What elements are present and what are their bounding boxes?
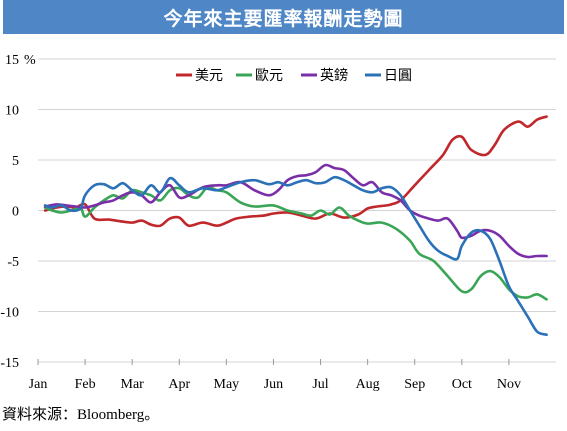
y-tick-label: 0 [12, 205, 19, 220]
series-line-eur [43, 185, 548, 301]
chart-title: 今年來主要匯率報酬走勢圖 [163, 7, 404, 30]
y-tick-label: 5 [12, 154, 19, 169]
x-tick-label: Feb [75, 377, 96, 392]
y-unit-label: % [24, 53, 36, 68]
x-tick-label: Oct [452, 377, 472, 392]
series-line-gbp [43, 163, 548, 259]
x-tick-label: Jan [29, 377, 48, 392]
x-tick-label: Nov [497, 377, 521, 392]
x-tick-label: Jul [312, 377, 328, 392]
x-tick-label: Aug [356, 377, 380, 392]
x-tick-label: Sep [404, 377, 425, 392]
legend-label-gbp: 英鎊 [320, 67, 348, 84]
chart-title-bar: 今年來主要匯率報酬走勢圖 [3, 0, 564, 34]
x-tick-label: Apr [168, 377, 190, 392]
x-tick-label: May [214, 377, 240, 392]
y-tick-label: -5 [7, 255, 19, 270]
x-tick-label: Jun [264, 377, 283, 392]
y-tick-label: -15 [0, 356, 19, 371]
y-tick-label: 10 [5, 104, 19, 119]
source-note: 資料來源：Bloomberg。 [2, 407, 160, 423]
series-line-usd [43, 115, 548, 228]
legend-label-usd: 美元 [195, 68, 223, 84]
line-chart: 15 10 5 0 -5 -10 -15% Jan Feb Mar Apr May Jun Jul Aug S… [0, 53, 556, 392]
x-tick-label: Mar [121, 377, 145, 392]
y-tick-label: -10 [0, 306, 19, 321]
legend-label-jpy: 日圓 [384, 68, 412, 84]
series-line-jpy [43, 175, 548, 336]
y-tick-label: 15 [5, 53, 19, 68]
legend-label-eur: 歐元 [255, 68, 283, 84]
